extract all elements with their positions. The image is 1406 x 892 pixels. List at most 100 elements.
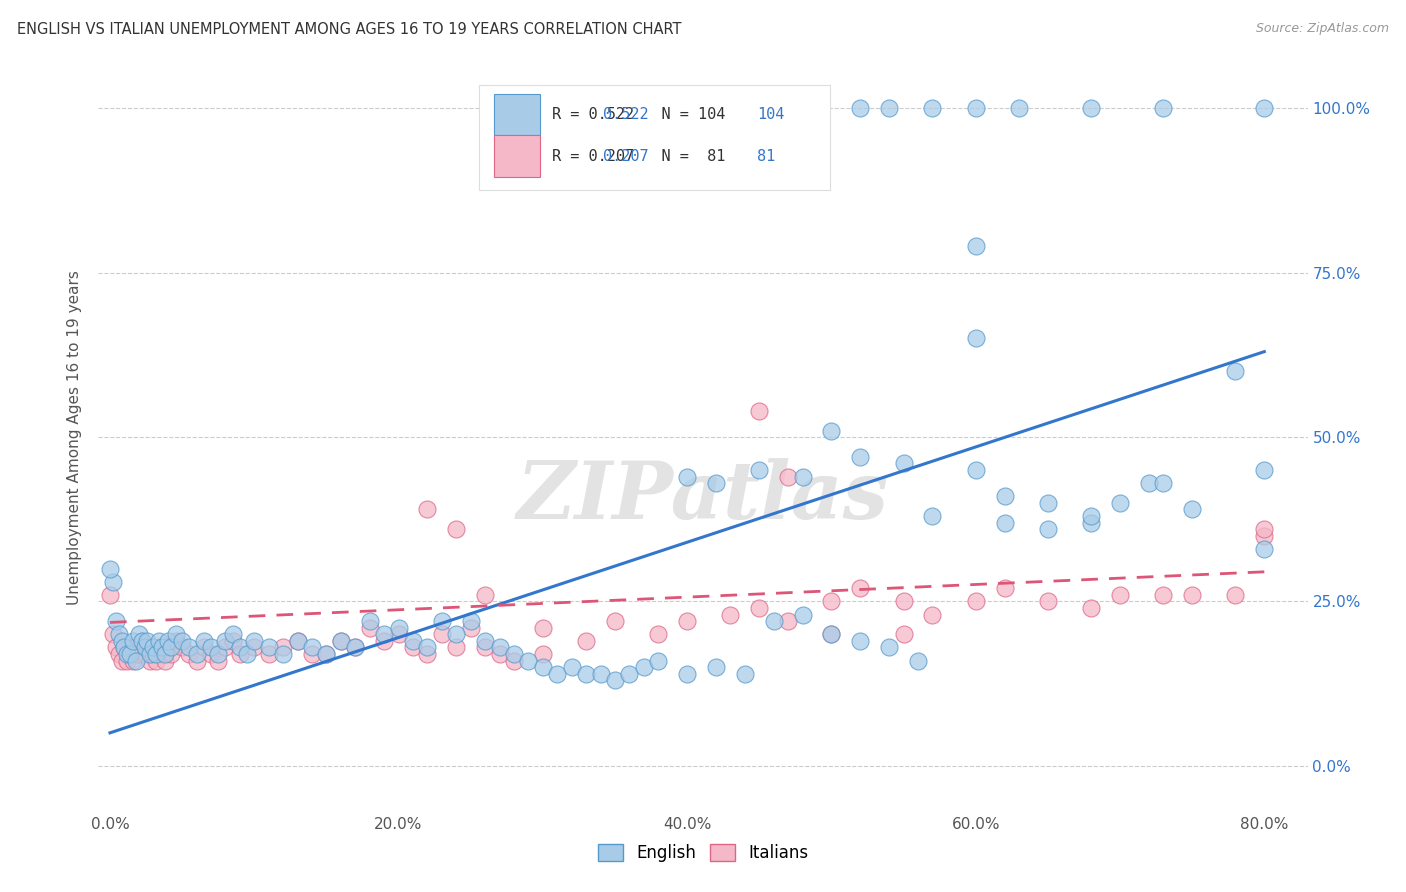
Point [546, 666, 568, 681]
Point [148, 633, 170, 648]
Point [98, 561, 121, 575]
Point [117, 647, 139, 661]
Point [893, 627, 915, 641]
Point [619, 666, 641, 681]
Y-axis label: Unemployment Among Ages 16 to 19 years: Unemployment Among Ages 16 to 19 years [67, 269, 83, 605]
Point [820, 424, 842, 438]
Point [589, 666, 612, 681]
Point [460, 614, 482, 628]
Point [416, 502, 439, 516]
Point [676, 666, 699, 681]
Point [676, 614, 699, 628]
Point [531, 660, 554, 674]
Point [849, 450, 872, 464]
Point [1137, 476, 1160, 491]
Point [236, 647, 259, 661]
Point [647, 654, 669, 668]
Point [907, 654, 929, 668]
Point [993, 516, 1015, 530]
Point [148, 640, 170, 655]
Point [150, 647, 173, 661]
Text: ZIPatlas: ZIPatlas [517, 458, 889, 536]
Point [153, 647, 176, 661]
Point [107, 627, 129, 641]
Point [430, 627, 453, 641]
Legend: English, Italians: English, Italians [593, 838, 813, 867]
Point [849, 102, 872, 116]
Point [965, 594, 987, 608]
Point [315, 647, 337, 661]
Point [139, 654, 162, 668]
Point [965, 239, 987, 253]
Point [172, 633, 194, 648]
Point [221, 633, 243, 648]
Point [748, 601, 770, 615]
Point [1181, 502, 1204, 516]
Point [159, 640, 181, 655]
Point [517, 654, 540, 668]
Point [1253, 541, 1275, 556]
Point [142, 647, 165, 661]
Point [193, 640, 215, 655]
Point [214, 640, 236, 655]
Point [98, 588, 121, 602]
Point [849, 633, 872, 648]
Point [965, 102, 987, 116]
Point [921, 508, 943, 523]
Point [474, 588, 496, 602]
Point [186, 647, 208, 661]
Point [676, 469, 699, 483]
Point [373, 627, 395, 641]
Point [877, 640, 900, 655]
Point [359, 621, 381, 635]
Point [128, 627, 150, 641]
Point [561, 660, 583, 674]
Point [1225, 588, 1247, 602]
Text: R = 0.522   N = 104: R = 0.522 N = 104 [551, 107, 725, 122]
Point [159, 647, 181, 661]
Point [1253, 522, 1275, 536]
Point [243, 633, 266, 648]
Point [172, 640, 194, 655]
Point [877, 102, 900, 116]
Point [1152, 102, 1174, 116]
Point [416, 647, 439, 661]
Point [1253, 102, 1275, 116]
Point [214, 633, 236, 648]
Point [965, 463, 987, 477]
Point [107, 647, 129, 661]
Point [136, 633, 159, 648]
Point [139, 647, 162, 661]
Point [647, 627, 669, 641]
Point [179, 647, 201, 661]
Point [893, 594, 915, 608]
Text: ENGLISH VS ITALIAN UNEMPLOYMENT AMONG AGES 16 TO 19 YEARS CORRELATION CHART: ENGLISH VS ITALIAN UNEMPLOYMENT AMONG AG… [17, 22, 682, 37]
FancyBboxPatch shape [479, 85, 830, 190]
Point [229, 640, 252, 655]
Point [993, 581, 1015, 595]
Point [820, 627, 842, 641]
Point [402, 640, 425, 655]
Point [488, 640, 510, 655]
Point [792, 607, 814, 622]
Point [1152, 476, 1174, 491]
Point [329, 633, 352, 648]
Point [1036, 594, 1059, 608]
Point [131, 633, 153, 648]
Text: 0.522: 0.522 [603, 107, 648, 122]
Point [1036, 496, 1059, 510]
Bar [494, 136, 540, 177]
Point [287, 633, 309, 648]
Point [344, 640, 367, 655]
Point [112, 640, 135, 655]
Point [633, 660, 655, 674]
Point [531, 647, 554, 661]
Point [993, 489, 1015, 503]
Point [704, 660, 727, 674]
Point [603, 673, 626, 688]
Point [134, 647, 156, 661]
Point [125, 654, 148, 668]
Point [748, 404, 770, 418]
Point [849, 581, 872, 595]
Point [762, 614, 785, 628]
